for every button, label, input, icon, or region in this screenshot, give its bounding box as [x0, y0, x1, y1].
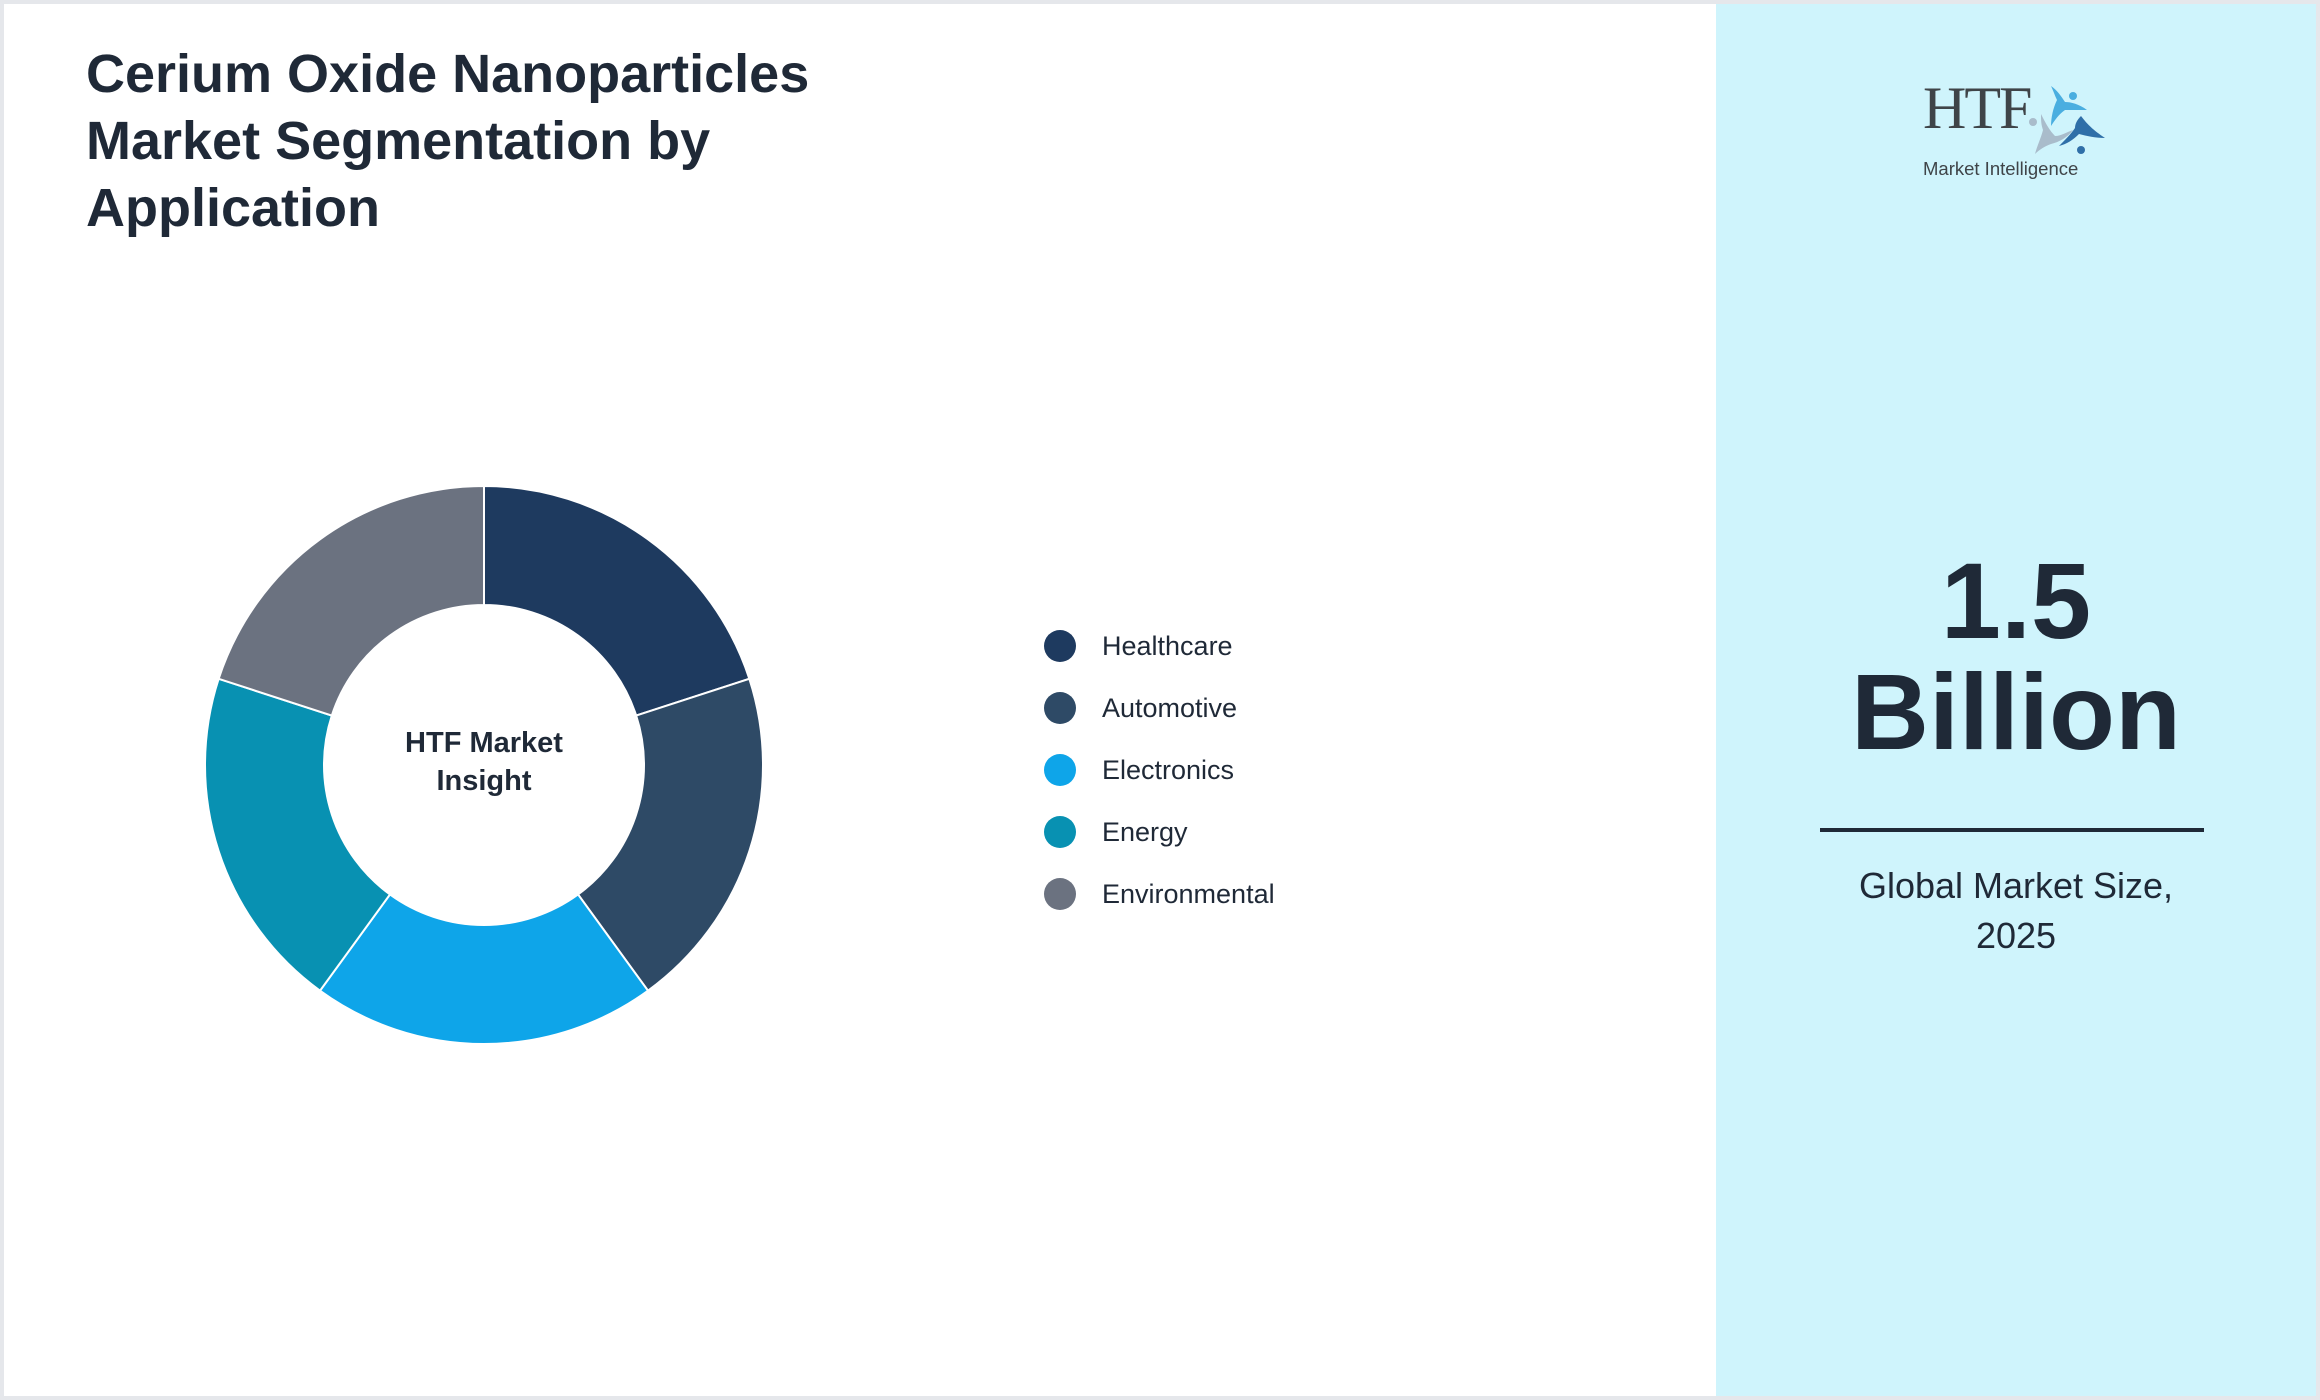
- divider: [1820, 828, 2204, 832]
- donut-center-line-2: Insight: [436, 765, 532, 797]
- legend-dot-icon: [1044, 816, 1076, 848]
- title-line-3: Application: [86, 178, 380, 238]
- donut-slice-environmental: [217, 484, 485, 717]
- donut-center-label: HTF Market Insight: [324, 724, 644, 800]
- htf-logo: HTF Market Intelligence: [1923, 75, 2113, 179]
- legend-item-energy: Energy: [1044, 801, 1275, 863]
- title-line-1: Cerium Oxide Nanoparticles: [86, 44, 810, 104]
- donut-slice-healthcare: [483, 484, 751, 717]
- legend-label: Automotive: [1102, 692, 1238, 723]
- main-content: Cerium Oxide Nanoparticles Market Segment…: [4, 4, 1716, 1396]
- people-circle-icon: [2029, 86, 2105, 154]
- legend-label: Healthcare: [1102, 630, 1233, 661]
- legend-item-automotive: Automotive: [1044, 677, 1275, 739]
- market-size-caption: Global Market Size, 2025: [1716, 861, 2316, 961]
- legend-item-healthcare: Healthcare: [1044, 615, 1275, 677]
- market-size-number: 1.5: [1940, 540, 2092, 661]
- logo-brand-text: HTF: [1923, 75, 2032, 141]
- legend-dot-icon: [1044, 754, 1076, 786]
- donut-slice-electronics: [318, 893, 650, 1045]
- legend-dot-icon: [1044, 630, 1076, 662]
- legend-item-electronics: Electronics: [1044, 739, 1275, 801]
- logo-tagline: Market Intelligence: [1923, 158, 2079, 179]
- page-title: Cerium Oxide Nanoparticles Market Segment…: [86, 41, 886, 242]
- chart-legend: Healthcare Automotive Electronics Energy…: [1044, 615, 1275, 925]
- market-size-value: 1.5 Billion: [1716, 545, 2316, 767]
- donut-slice-automotive: [576, 677, 764, 993]
- page-frame: Cerium Oxide Nanoparticles Market Segment…: [4, 4, 2316, 1396]
- legend-dot-icon: [1044, 878, 1076, 910]
- caption-line-2: 2025: [1975, 915, 2057, 956]
- market-size-unit: Billion: [1851, 651, 2181, 772]
- caption-line-1: Global Market Size,: [1858, 865, 2174, 906]
- legend-dot-icon: [1044, 692, 1076, 724]
- legend-label: Electronics: [1102, 754, 1235, 785]
- donut-center-line-1: HTF Market: [405, 727, 563, 759]
- legend-label: Environmental: [1102, 878, 1275, 909]
- title-line-2: Market Segmentation by: [86, 111, 711, 171]
- legend-item-environmental: Environmental: [1044, 863, 1275, 925]
- donut-slice-energy: [204, 677, 392, 993]
- market-size-panel: HTF Market Intelligence 1.5 Billion Glob…: [1716, 4, 2316, 1396]
- donut-chart: [204, 484, 764, 1045]
- legend-label: Energy: [1102, 816, 1188, 847]
